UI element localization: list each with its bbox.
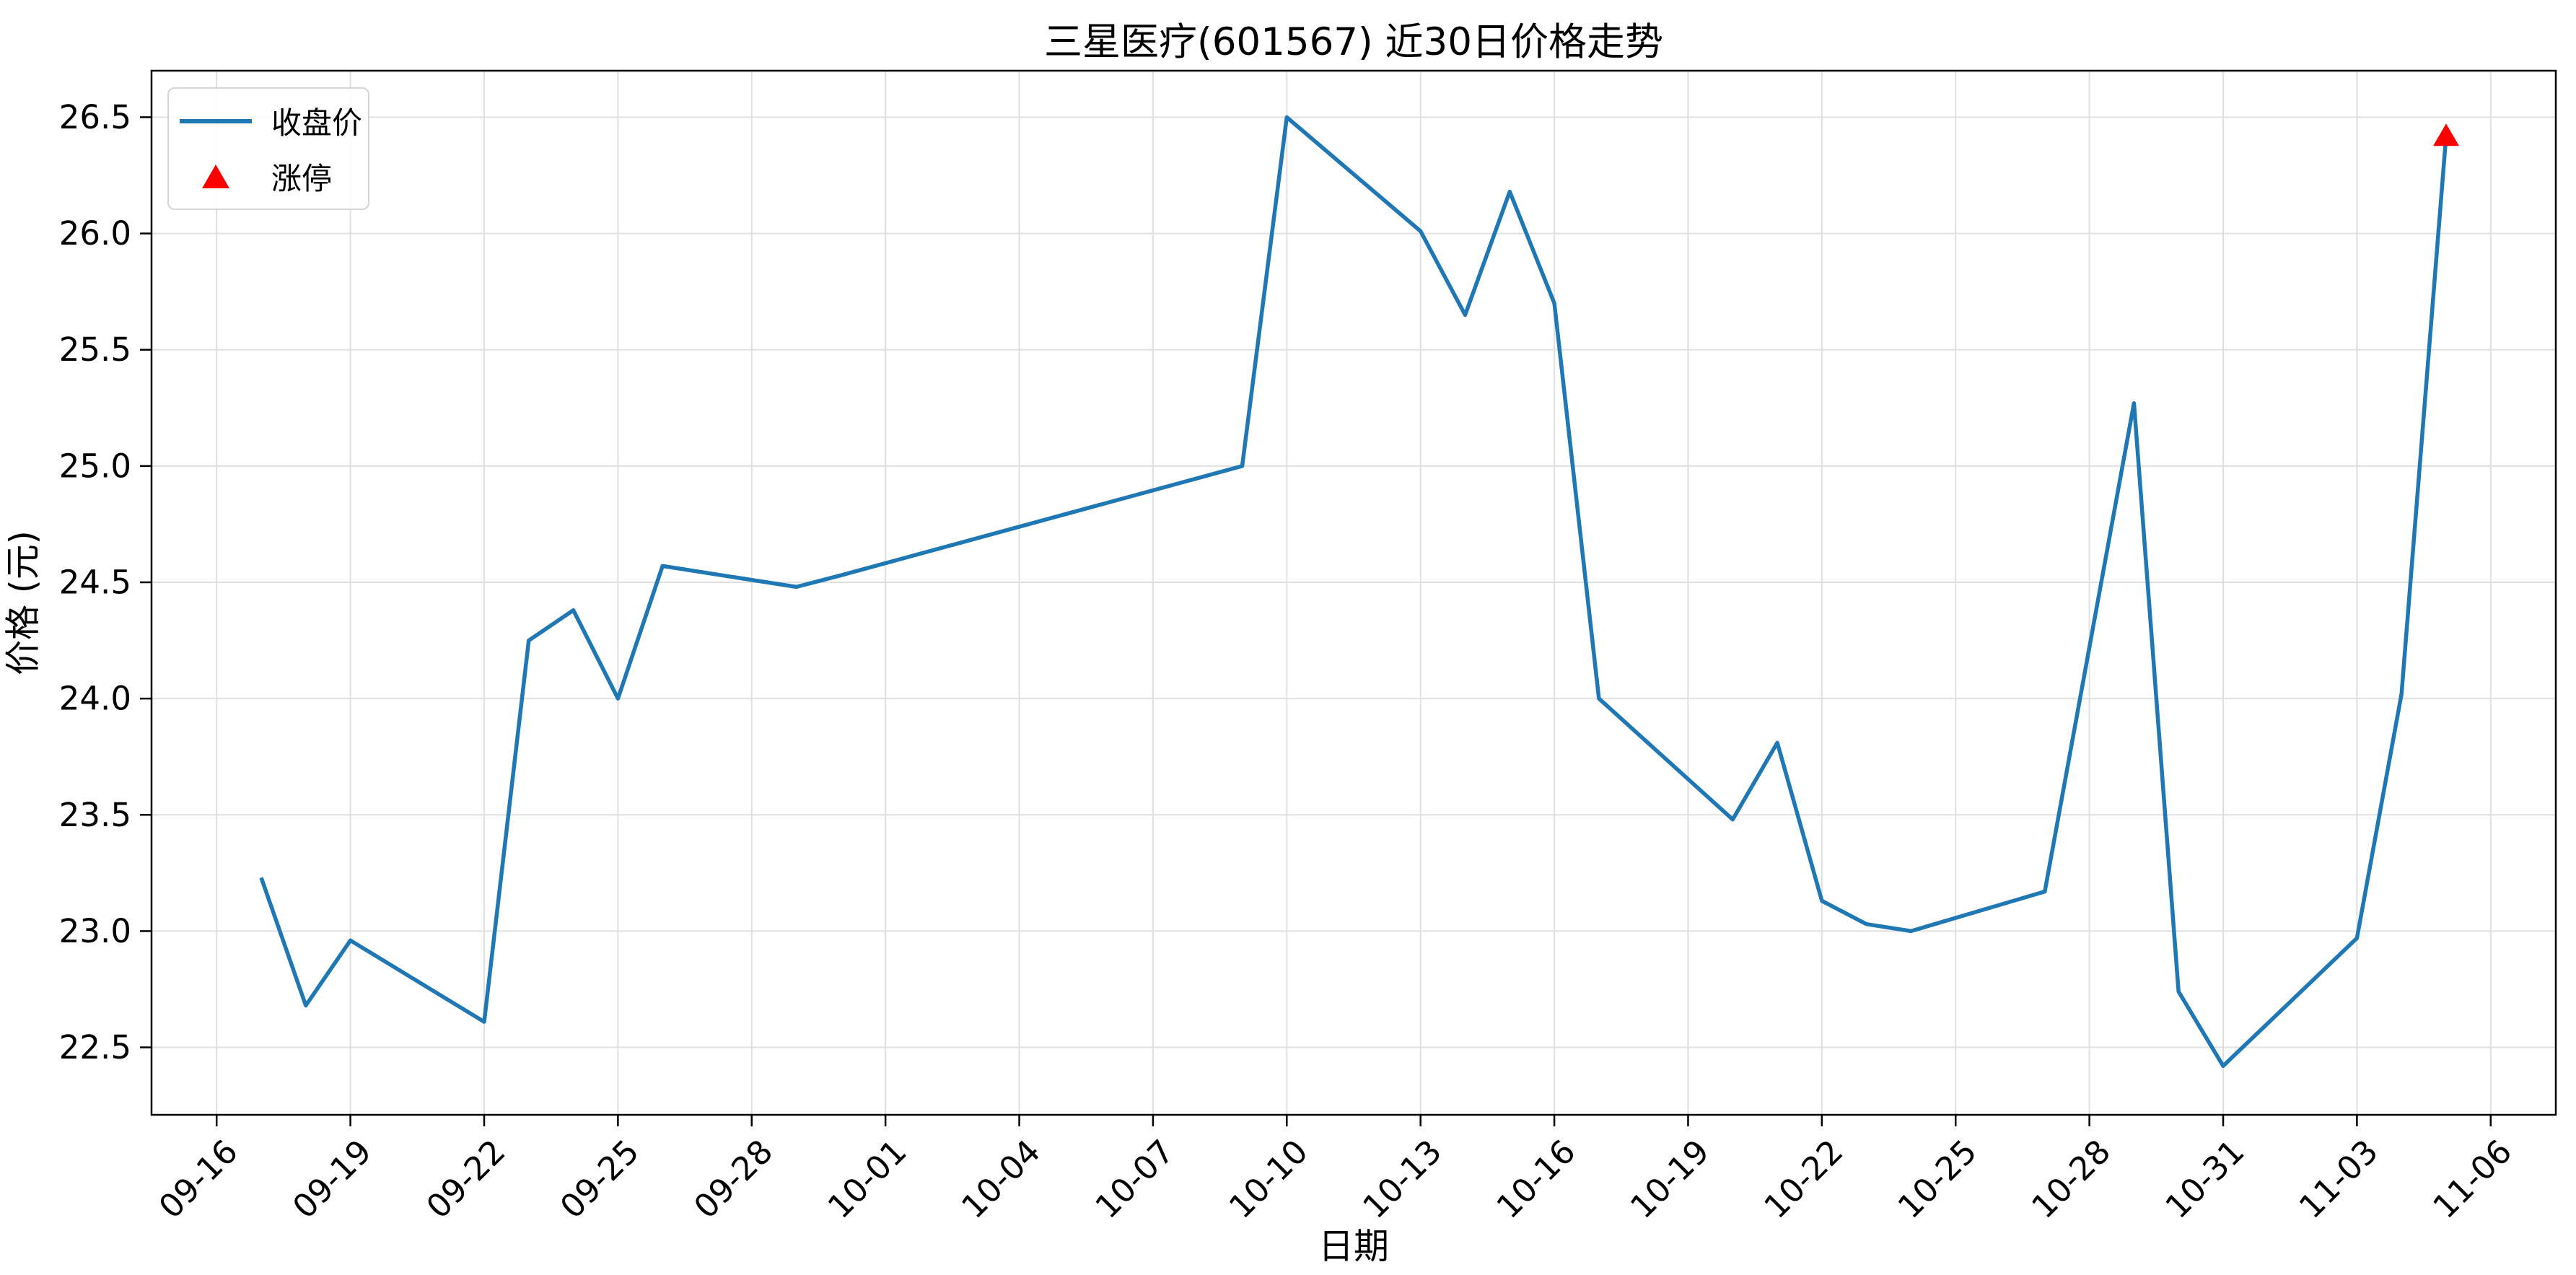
limit-up-marker: [2432, 123, 2459, 146]
y-tick-label: 26.5: [59, 98, 131, 136]
close-price-line: [259, 115, 2448, 1069]
x-tick-label: 09-16: [152, 1132, 245, 1226]
y-tick-label: 26.0: [59, 214, 131, 253]
line-swatch-icon: [180, 118, 252, 123]
y-axis-label: 价格 (元): [2, 530, 44, 675]
x-tick-label: 10-25: [1891, 1132, 1984, 1226]
chart-title: 三星医疗(601567) 近30日价格走势: [1044, 20, 1663, 64]
y-tick-label: 22.5: [59, 1028, 131, 1066]
x-tick-label: 10-28: [2024, 1132, 2118, 1226]
legend-label-limit-up: 涨停: [271, 161, 333, 196]
x-tick-label: 10-10: [1222, 1132, 1315, 1226]
x-tick-label: 11-06: [2425, 1132, 2519, 1226]
x-tick-label: 09-22: [419, 1132, 513, 1226]
triangle-up-icon: [202, 165, 229, 188]
x-axis-label: 日期: [1318, 1226, 1389, 1267]
x-tick-label: 10-19: [1623, 1132, 1717, 1226]
legend-item-close: 收盘价: [176, 99, 363, 143]
close-line-sample: [176, 118, 255, 123]
y-tick-label: 23.0: [59, 912, 131, 950]
x-tick-label: 10-01: [820, 1132, 914, 1226]
x-tick-label: 10-22: [1756, 1132, 1850, 1226]
x-tick-label: 10-13: [1355, 1132, 1449, 1226]
x-tick-label: 09-25: [553, 1132, 647, 1226]
y-tick-label: 25.5: [59, 330, 131, 369]
legend-label-close: 收盘价: [271, 105, 363, 141]
y-tick-label: 23.5: [59, 796, 131, 834]
x-tick-label: 09-28: [686, 1132, 780, 1226]
legend: 收盘价 涨停: [167, 87, 369, 210]
x-tick-label: 10-31: [2158, 1132, 2252, 1226]
x-tick-label: 10-16: [1489, 1132, 1583, 1226]
x-tick-label: 09-19: [285, 1132, 379, 1226]
x-tick-label: 11-03: [2292, 1132, 2386, 1226]
legend-item-limit-up: 涨停: [176, 154, 361, 198]
y-tick-label: 24.0: [59, 680, 131, 718]
y-tick-label: 25.0: [59, 447, 131, 485]
plot-border: [150, 69, 2557, 1116]
limit-up-marker-sample: [176, 165, 255, 188]
y-tick-label: 24.5: [59, 563, 131, 601]
x-tick-label: 10-07: [1088, 1132, 1182, 1226]
x-tick-label: 10-04: [954, 1132, 1048, 1226]
